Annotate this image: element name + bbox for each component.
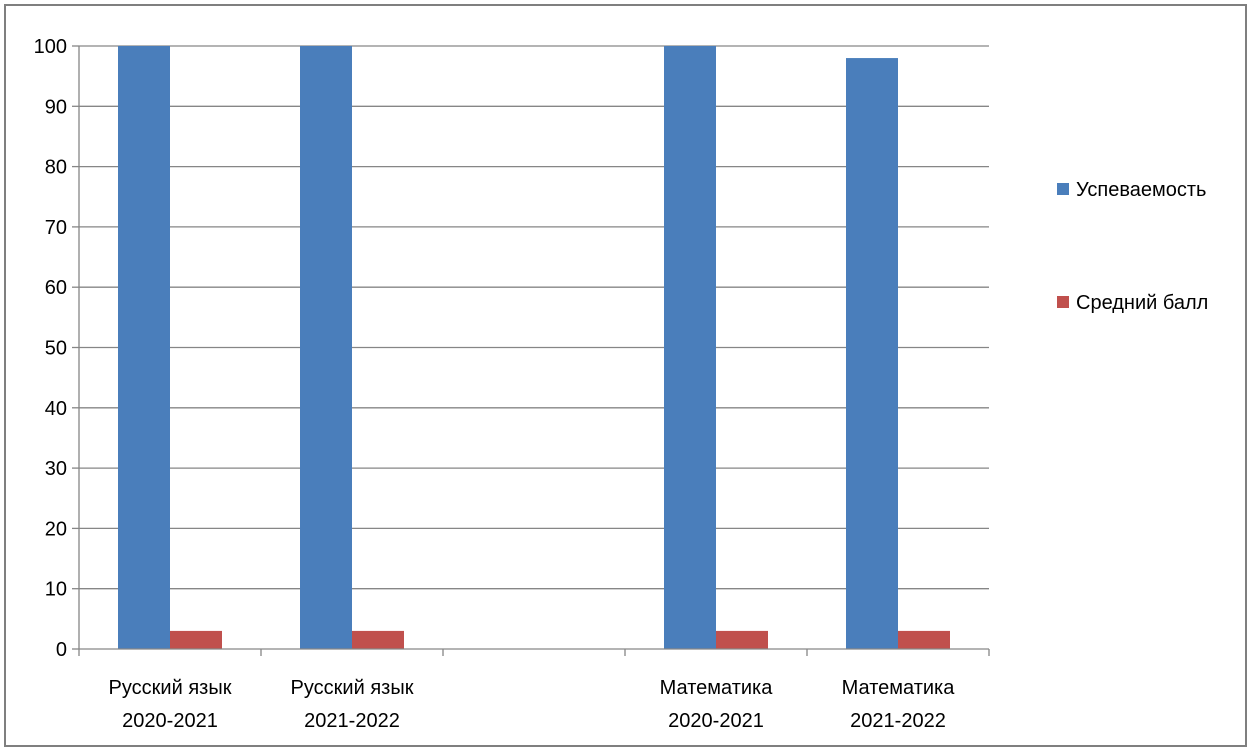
legend-label: Средний балл (1076, 292, 1208, 314)
y-tick-label: 20 (45, 518, 67, 540)
chart-frame (4, 4, 1247, 747)
x-category-label: Математика (842, 677, 956, 699)
y-tick-labels: 0 10 20 30 40 50 60 70 80 90 100 (34, 36, 67, 661)
legend-label: Успеваемость (1076, 179, 1206, 201)
y-tick-label: 90 (45, 96, 67, 118)
y-tick-label: 100 (34, 36, 67, 58)
bar-uspevaemost (664, 46, 716, 649)
x-category-label: 2021-2022 (304, 710, 400, 732)
y-tick-label: 70 (45, 217, 67, 239)
legend: Успеваемость Средний балл (1057, 179, 1208, 314)
y-tick-label: 40 (45, 398, 67, 420)
y-tick-label: 30 (45, 458, 67, 480)
bar-sredniy-ball (898, 630, 950, 649)
y-tick-label: 10 (45, 579, 67, 601)
x-category-label: 2021-2022 (850, 710, 946, 732)
bar-uspevaemost (118, 46, 170, 649)
x-category-labels: Русский язык 2020-2021 Русский язык 2021-20… (109, 677, 956, 732)
x-category-label: Русский язык (291, 677, 414, 699)
y-tick-label: 50 (45, 338, 67, 360)
y-tick-label: 80 (45, 157, 67, 179)
x-category-label: 2020-2021 (668, 710, 764, 732)
axes (72, 45, 990, 656)
x-category-label: Математика (660, 677, 774, 699)
bars (118, 46, 950, 650)
x-category-label: 2020-2021 (122, 710, 218, 732)
bar-uspevaemost (300, 46, 352, 649)
bar-sredniy-ball (352, 630, 404, 649)
x-category-label: Русский язык (109, 677, 232, 699)
bar-sredniy-ball (716, 630, 768, 649)
bar-sredniy-ball (170, 630, 222, 649)
y-tick-label: 60 (45, 277, 67, 299)
gridlines (79, 45, 989, 590)
bar-uspevaemost (846, 58, 898, 650)
y-tick-label: 0 (56, 639, 67, 661)
legend-swatch (1057, 183, 1069, 195)
legend-swatch (1057, 296, 1069, 308)
